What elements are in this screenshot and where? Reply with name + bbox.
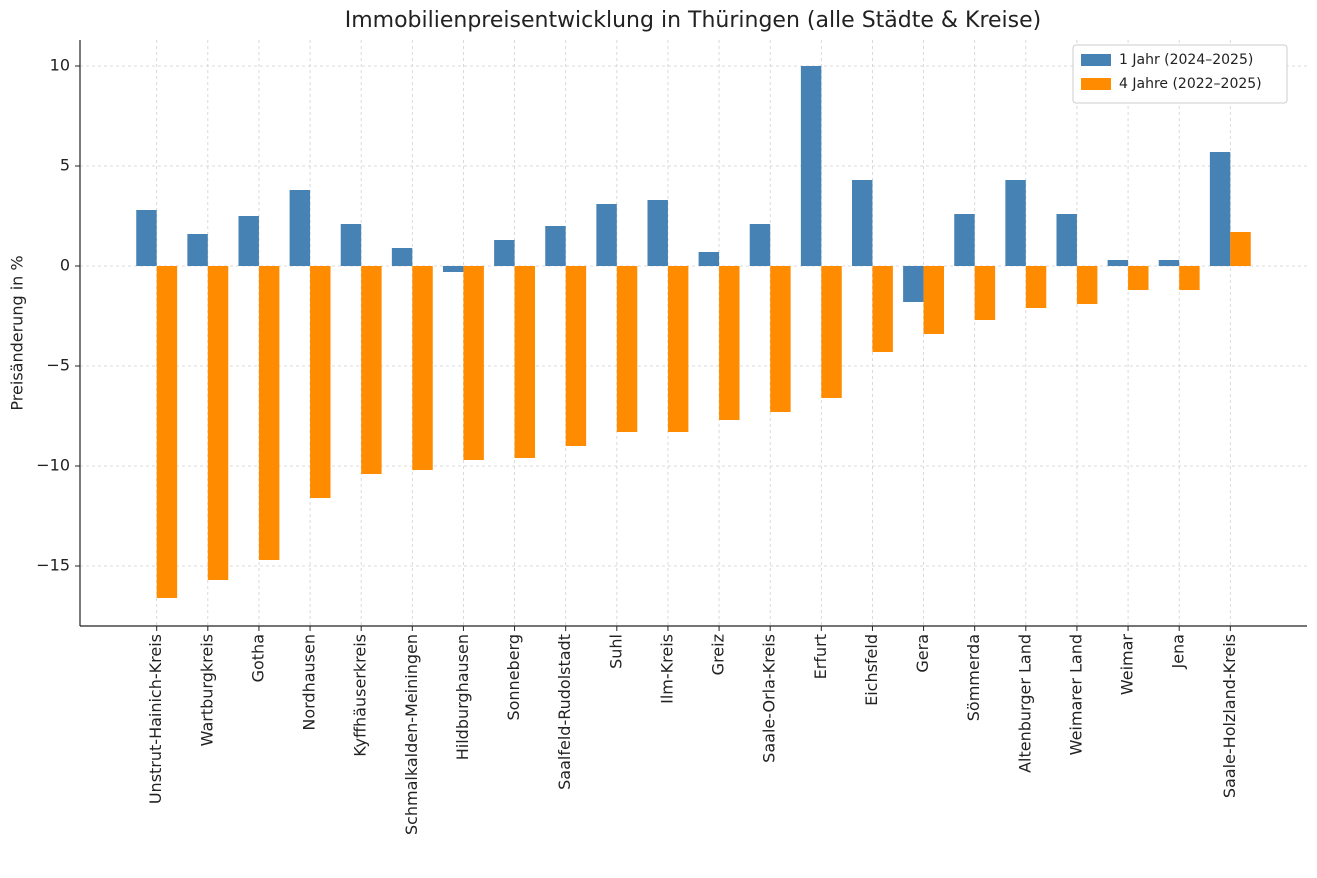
bar bbox=[463, 266, 484, 460]
y-tick-label: 10 bbox=[50, 56, 70, 75]
bar bbox=[800, 66, 822, 266]
x-tick-label: Weimarer Land bbox=[1066, 634, 1085, 755]
y-tick-label: −15 bbox=[36, 556, 70, 575]
bar bbox=[616, 266, 638, 432]
bar bbox=[238, 216, 259, 266]
bar bbox=[923, 266, 945, 334]
x-tick-label: Hildburghausen bbox=[453, 634, 472, 760]
x-tick-label: Sonneberg bbox=[504, 634, 523, 721]
bar bbox=[187, 234, 208, 266]
x-tick-label: Erfurt bbox=[811, 634, 830, 679]
legend-swatch bbox=[1081, 78, 1111, 90]
bar bbox=[1158, 260, 1180, 266]
bar bbox=[1179, 266, 1200, 290]
bar bbox=[289, 190, 311, 266]
x-tick-label: Nordhausen bbox=[300, 634, 319, 731]
bar bbox=[974, 266, 996, 320]
x-tick-label: Suhl bbox=[606, 634, 625, 669]
bar bbox=[647, 200, 668, 266]
x-tick-label: Weimar bbox=[1118, 634, 1137, 696]
chart-title: Immobilienpreisentwicklung in Thüringen … bbox=[345, 8, 1042, 33]
bar bbox=[310, 266, 331, 498]
bar bbox=[821, 266, 842, 398]
bar bbox=[1128, 266, 1149, 290]
bar bbox=[514, 266, 536, 458]
bar bbox=[596, 204, 617, 266]
x-tick-label: Greiz bbox=[709, 634, 728, 675]
bar bbox=[903, 266, 924, 302]
x-tick-label: Schmalkalden-Meiningen bbox=[402, 634, 421, 835]
bar bbox=[412, 266, 433, 470]
bar bbox=[1005, 180, 1026, 266]
bar bbox=[494, 240, 515, 266]
bar bbox=[442, 266, 464, 272]
x-tick-label: Gotha bbox=[248, 634, 267, 682]
bar bbox=[1025, 266, 1047, 308]
bar bbox=[1076, 266, 1098, 304]
bar bbox=[954, 214, 975, 266]
bar bbox=[770, 266, 791, 412]
bar bbox=[872, 266, 893, 352]
legend-label: 4 Jahre (2022–2025) bbox=[1119, 76, 1262, 92]
x-tick-label: Gera bbox=[913, 634, 932, 673]
x-tick-label: Altenburger Land bbox=[1015, 634, 1034, 773]
x-tick-label: Kyffhäuserkreis bbox=[351, 634, 370, 757]
bar bbox=[698, 252, 720, 266]
bar bbox=[1056, 214, 1077, 266]
x-tick-label: Jena bbox=[1169, 634, 1188, 670]
bar bbox=[719, 266, 740, 420]
y-axis-label: Preisänderung in % bbox=[8, 255, 27, 410]
legend-box bbox=[1072, 44, 1288, 104]
bar bbox=[565, 266, 587, 446]
legend-swatch bbox=[1081, 54, 1111, 66]
bar bbox=[749, 224, 771, 266]
bar bbox=[136, 210, 157, 266]
bar bbox=[207, 266, 229, 580]
x-tick-label: Saale-Holzland-Kreis bbox=[1220, 634, 1239, 798]
bar bbox=[1107, 260, 1129, 266]
x-tick-label: Saalfeld-Rudolstadt bbox=[555, 634, 574, 790]
x-tick-label: Saale-Orla-Kreis bbox=[760, 634, 779, 763]
legend-label: 1 Jahr (2024–2025) bbox=[1119, 52, 1253, 68]
y-tick-label: 0 bbox=[60, 256, 70, 275]
x-tick-label: Unstrut-Hainich-Kreis bbox=[146, 634, 165, 804]
bar bbox=[667, 266, 689, 432]
y-tick-label: −10 bbox=[36, 456, 70, 475]
y-tick-label: 5 bbox=[60, 156, 70, 175]
x-tick-label: Ilm-Kreis bbox=[657, 634, 676, 704]
bar bbox=[258, 266, 280, 560]
x-tick-label: Wartburgkreis bbox=[197, 634, 216, 746]
x-tick-label: Sömmerda bbox=[964, 634, 983, 721]
y-tick-label: −5 bbox=[46, 356, 70, 375]
bar bbox=[545, 226, 566, 266]
bar bbox=[851, 180, 873, 266]
bar bbox=[1209, 152, 1231, 266]
bar bbox=[340, 224, 362, 266]
bar bbox=[1230, 232, 1251, 266]
bar bbox=[156, 266, 178, 598]
bar bbox=[391, 248, 413, 266]
x-tick-label: Eichsfeld bbox=[862, 634, 881, 706]
bar bbox=[361, 266, 382, 474]
